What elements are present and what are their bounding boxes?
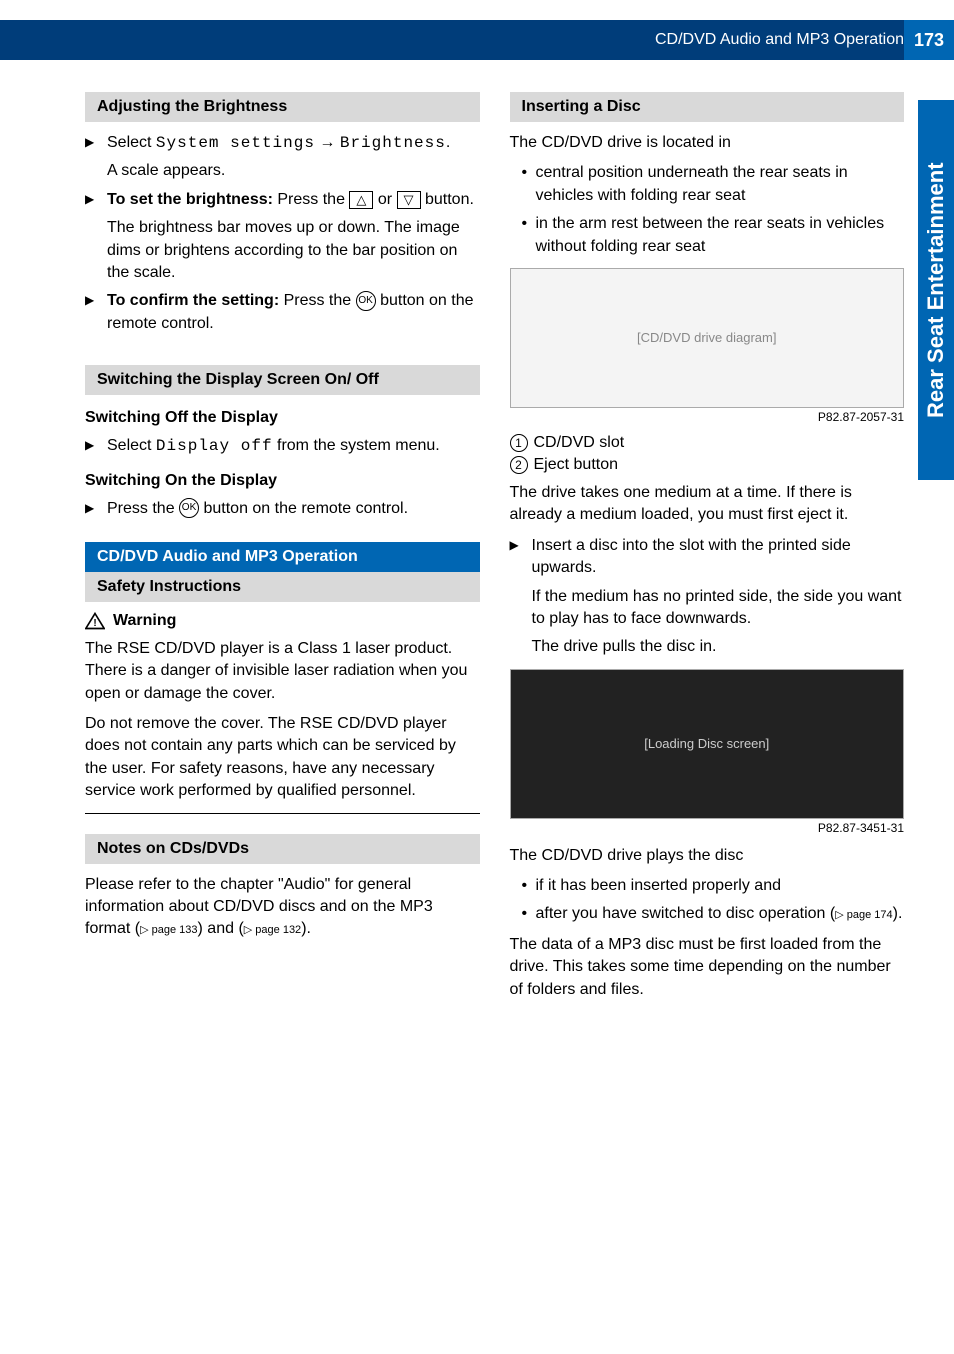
header-title: CD/DVD Audio and MP3 Operation bbox=[655, 31, 904, 49]
text: Select bbox=[107, 437, 156, 454]
ok-key-icon: OK bbox=[179, 498, 199, 518]
text-bold: To confirm the setting: bbox=[107, 292, 279, 309]
section-heading: Notes on CDs/DVDs bbox=[85, 834, 480, 864]
figure-drive: [CD/DVD drive diagram] bbox=[510, 268, 905, 408]
paragraph: The drive takes one medium at a time. If… bbox=[510, 482, 905, 527]
paragraph: The CD/DVD drive plays the disc bbox=[510, 845, 905, 867]
page-ref: ▷ page 133 bbox=[140, 924, 197, 936]
section-tab: Rear Seat Entertainment bbox=[918, 100, 954, 480]
text: button on the remote control. bbox=[199, 500, 408, 517]
menu-path: Brightness bbox=[340, 134, 446, 152]
page-ref: ▷ page 174 bbox=[835, 909, 892, 921]
instruction: To confirm the setting: Press the OK but… bbox=[85, 290, 480, 335]
instruction: Select System settings → Brightness. bbox=[85, 132, 480, 154]
legend-item: 1 CD/DVD slot bbox=[510, 434, 905, 452]
paragraph: Please refer to the chapter "Audio" for … bbox=[85, 874, 480, 941]
warning-header: ! Warning bbox=[85, 612, 480, 630]
legend-text: Eject button bbox=[534, 456, 619, 473]
instruction-cont: A scale appears. bbox=[107, 160, 480, 182]
text: ). bbox=[301, 920, 311, 937]
text: ). bbox=[893, 905, 903, 922]
bullet-item: in the arm rest between the rear seats i… bbox=[522, 213, 905, 258]
instruction-cont: If the medium has no printed side, the s… bbox=[532, 586, 905, 631]
warning-label: Warning bbox=[113, 612, 176, 630]
instruction-cont: The brightness bar moves up or down. The… bbox=[107, 217, 480, 284]
bullet-item: if it has been inserted properly and bbox=[522, 875, 905, 897]
text: or bbox=[373, 191, 396, 208]
sub-heading: Switching On the Display bbox=[85, 472, 480, 490]
paragraph: The data of a MP3 disc must be first loa… bbox=[510, 934, 905, 1001]
section-heading: Switching the Display Screen On/ Off bbox=[85, 365, 480, 395]
text-bold: To set the brightness: bbox=[107, 191, 273, 208]
text: Press the bbox=[279, 292, 355, 309]
legend-text: CD/DVD slot bbox=[534, 434, 625, 451]
paragraph: The CD/DVD drive is located in bbox=[510, 132, 905, 154]
text: ) and ( bbox=[198, 920, 244, 937]
sub-heading: Switching Off the Display bbox=[85, 409, 480, 427]
section-heading: Safety Instructions bbox=[85, 572, 480, 602]
menu-path: Display off bbox=[156, 437, 273, 455]
warning-text: The RSE CD/DVD player is a Class 1 laser… bbox=[85, 638, 480, 705]
page-number: 173 bbox=[904, 20, 954, 60]
menu-path: System settings bbox=[156, 134, 315, 152]
legend-item: 2 Eject button bbox=[510, 456, 905, 474]
instruction: Select Display off from the system menu. bbox=[85, 435, 480, 457]
text: . bbox=[446, 134, 450, 151]
text: Press the bbox=[107, 500, 179, 517]
bullet-item: central position underneath the rear sea… bbox=[522, 162, 905, 207]
warning-text: Do not remove the cover. The RSE CD/DVD … bbox=[85, 713, 480, 803]
down-key-icon: ▽ bbox=[397, 191, 421, 209]
page-ref: ▷ page 132 bbox=[244, 924, 301, 936]
text: from the system menu. bbox=[273, 437, 440, 454]
chapter-heading: CD/DVD Audio and MP3 Operation bbox=[85, 542, 480, 572]
legend-num: 1 bbox=[510, 434, 528, 452]
instruction: Insert a disc into the slot with the pri… bbox=[510, 535, 905, 580]
right-column: Inserting a Disc The CD/DVD drive is loc… bbox=[510, 80, 905, 1009]
instruction: To set the brightness: Press the △ or ▽ … bbox=[85, 189, 480, 211]
text: Press the bbox=[273, 191, 349, 208]
page-header: CD/DVD Audio and MP3 Operation 173 bbox=[0, 20, 954, 60]
text: after you have switched to disc operatio… bbox=[536, 905, 836, 922]
figure-ref: P82.87-3451-31 bbox=[510, 821, 905, 835]
section-heading: Inserting a Disc bbox=[510, 92, 905, 122]
section-heading: Adjusting the Brightness bbox=[85, 92, 480, 122]
warning-icon: ! bbox=[85, 612, 105, 630]
divider bbox=[85, 813, 480, 814]
bullet-item: after you have switched to disc operatio… bbox=[522, 903, 905, 925]
text: Select bbox=[107, 134, 156, 151]
legend-num: 2 bbox=[510, 456, 528, 474]
figure-ref: P82.87-2057-31 bbox=[510, 410, 905, 424]
instruction-cont: The drive pulls the disc in. bbox=[532, 636, 905, 658]
up-key-icon: △ bbox=[349, 191, 373, 209]
ok-key-icon: OK bbox=[356, 291, 376, 311]
instruction: Press the OK button on the remote contro… bbox=[85, 498, 480, 520]
text: button. bbox=[421, 191, 474, 208]
figure-screen: [Loading Disc screen] bbox=[510, 669, 905, 819]
left-column: Adjusting the Brightness Select System s… bbox=[85, 80, 480, 1009]
svg-text:!: ! bbox=[93, 618, 96, 629]
arrow: → bbox=[315, 134, 340, 151]
